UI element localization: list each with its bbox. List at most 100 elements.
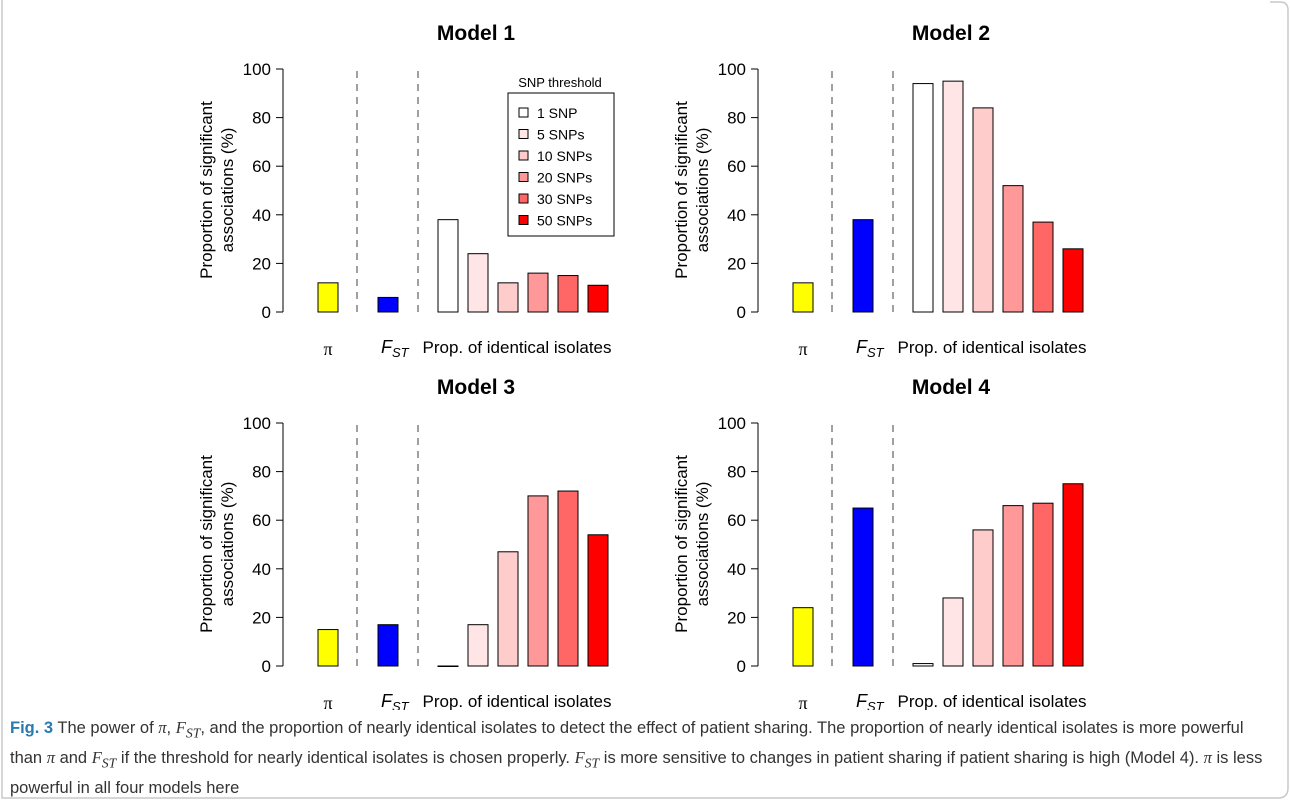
bar-pi [792, 282, 814, 313]
panel-title: Model 3 [437, 376, 515, 399]
group-label-fst-main: F [856, 337, 868, 357]
legend-entry-6: 50 SNPs [537, 213, 592, 229]
group-label-fst-main: F [381, 691, 393, 710]
caption-text-2: , and the proportion of nearly identical… [10, 719, 1244, 768]
y-axis-label-line: associations (%) [693, 482, 712, 607]
y-tick-label: 20 [252, 608, 271, 627]
group-label-fst-main: F [856, 691, 868, 710]
bar-identical-3 [972, 107, 994, 313]
y-tick-label: 40 [727, 560, 746, 579]
bar-fst [377, 624, 399, 667]
y-tick-label: 100 [718, 414, 746, 433]
legend-entry-1: 1 SNP [537, 105, 577, 121]
y-tick-label: 0 [262, 303, 271, 322]
figure-label: Fig. 3 [10, 719, 54, 737]
caption-text-5: is more sensitive to changes in patient … [599, 749, 1204, 768]
panel-title: Model 4 [912, 376, 990, 399]
figure-caption: Fig. 3 The power of π, FST, and the prop… [10, 715, 1272, 801]
group-label-fst-sub: ST [867, 699, 885, 710]
y-axis-label-line: Proportion of significant [197, 455, 216, 633]
group-label-fst: FST [856, 691, 885, 710]
group-label-pi: π [323, 339, 332, 359]
group-label-fst-sub: ST [392, 699, 410, 710]
group-label-fst-sub: ST [867, 345, 885, 360]
panel-model-4: Model 4 0 20 40 60 80 100 Proportion of signifi… [672, 376, 1087, 710]
caption-text-6: is less powerful in all four models here [10, 749, 1263, 797]
bar-identical-5 [557, 275, 579, 313]
y-tick-label: 20 [727, 608, 746, 627]
y-tick-label: 20 [727, 254, 746, 273]
y-tick-label: 60 [727, 511, 746, 530]
y-axis-label-line: associations (%) [218, 128, 237, 253]
panel-model-2: Model 2 0 20 40 60 80 100 Proportion of signifi… [672, 22, 1087, 360]
legend-entry-2: 5 SNPs [537, 127, 584, 143]
y-tick-label: 80 [252, 463, 271, 482]
group-label-pi: π [323, 693, 332, 710]
bar-pi [792, 607, 814, 667]
group-label-pi: π [798, 339, 807, 359]
bar-identical-2 [467, 253, 489, 313]
bar-identical-1 [912, 83, 934, 313]
bar-identical-4 [1002, 185, 1024, 313]
y-tick-label: 60 [252, 511, 271, 530]
legend-swatch-3 [518, 150, 529, 161]
bar-identical-4 [527, 272, 549, 313]
caption-fst-1-sub: ST [185, 725, 201, 741]
chart-figure: Model 1 0 20 40 60 80 100 Proportion of signifi… [197, 22, 1087, 710]
legend-entry-3: 10 SNPs [537, 148, 592, 164]
y-tick-label: 20 [252, 254, 271, 273]
legend-swatch-4 [518, 172, 529, 182]
y-axis-label-line: associations (%) [218, 482, 237, 607]
y-axis-label: Proportion of significant associations (%… [197, 101, 237, 279]
panel-title: Model 2 [912, 22, 990, 45]
group-label-fst: FST [381, 691, 410, 710]
bar-identical-2 [942, 597, 964, 667]
legend-entry-5: 30 SNPs [537, 191, 592, 207]
bar-identical-1 [437, 219, 459, 313]
group-label-identical: Prop. of identical isolates [423, 692, 612, 710]
panel-model-1: Model 1 0 20 40 60 80 100 Proportion of signifi… [197, 22, 615, 360]
y-tick-label: 100 [243, 60, 271, 79]
panel-title: Model 1 [437, 22, 515, 45]
bar-identical-3 [972, 529, 994, 667]
bar-identical-6 [587, 534, 609, 667]
y-tick-label: 40 [252, 560, 271, 579]
group-label-identical: Prop. of identical isolates [898, 692, 1087, 710]
caption-text-1: The power of [53, 719, 159, 737]
y-tick-label: 80 [727, 463, 746, 482]
group-label-pi: π [798, 693, 807, 710]
y-tick-label: 40 [252, 206, 271, 225]
y-tick-label: 40 [727, 206, 746, 225]
panel-model-3: Model 3 0 20 40 60 80 100 Proportion of signifi… [197, 376, 612, 710]
y-axis-label-line: Proportion of significant [672, 455, 691, 633]
bar-identical-2 [942, 80, 964, 313]
group-label-fst: FST [381, 337, 410, 360]
caption-fst-2: F [91, 748, 102, 768]
bar-identical-2 [467, 624, 489, 667]
caption-fst-1: F [175, 718, 186, 737]
legend-entry-4: 20 SNPs [537, 170, 592, 186]
caption-fst-2-sub: ST [101, 755, 117, 771]
y-axis-label: Proportion of significant associations (%… [197, 455, 237, 633]
group-label-identical: Prop. of identical isolates [423, 338, 612, 357]
legend-swatch-5 [518, 193, 529, 204]
legend: SNP threshold 1 SNP 5 SNPs 10 SNPs 20 SNPs 30… [507, 75, 615, 237]
legend-swatch-1 [518, 107, 529, 118]
bar-fst [852, 219, 874, 313]
y-tick-label: 100 [243, 414, 271, 433]
bar-identical-3 [497, 551, 519, 667]
group-label-fst: FST [856, 337, 885, 360]
y-tick-label: 0 [737, 303, 746, 322]
legend-title: SNP threshold [518, 75, 602, 90]
caption-pi-2: π [46, 748, 55, 768]
bar-identical-4 [1002, 505, 1024, 667]
bar-identical-6 [587, 284, 609, 313]
y-axis-label: Proportion of significant associations (%… [672, 455, 712, 633]
bar-identical-1 [912, 663, 934, 667]
group-label-fst-sub: ST [392, 345, 410, 360]
y-tick-label: 80 [252, 109, 271, 128]
bar-fst [377, 296, 399, 313]
bar-fst [852, 507, 874, 667]
y-tick-label: 100 [718, 60, 746, 79]
y-tick-label: 60 [727, 157, 746, 176]
